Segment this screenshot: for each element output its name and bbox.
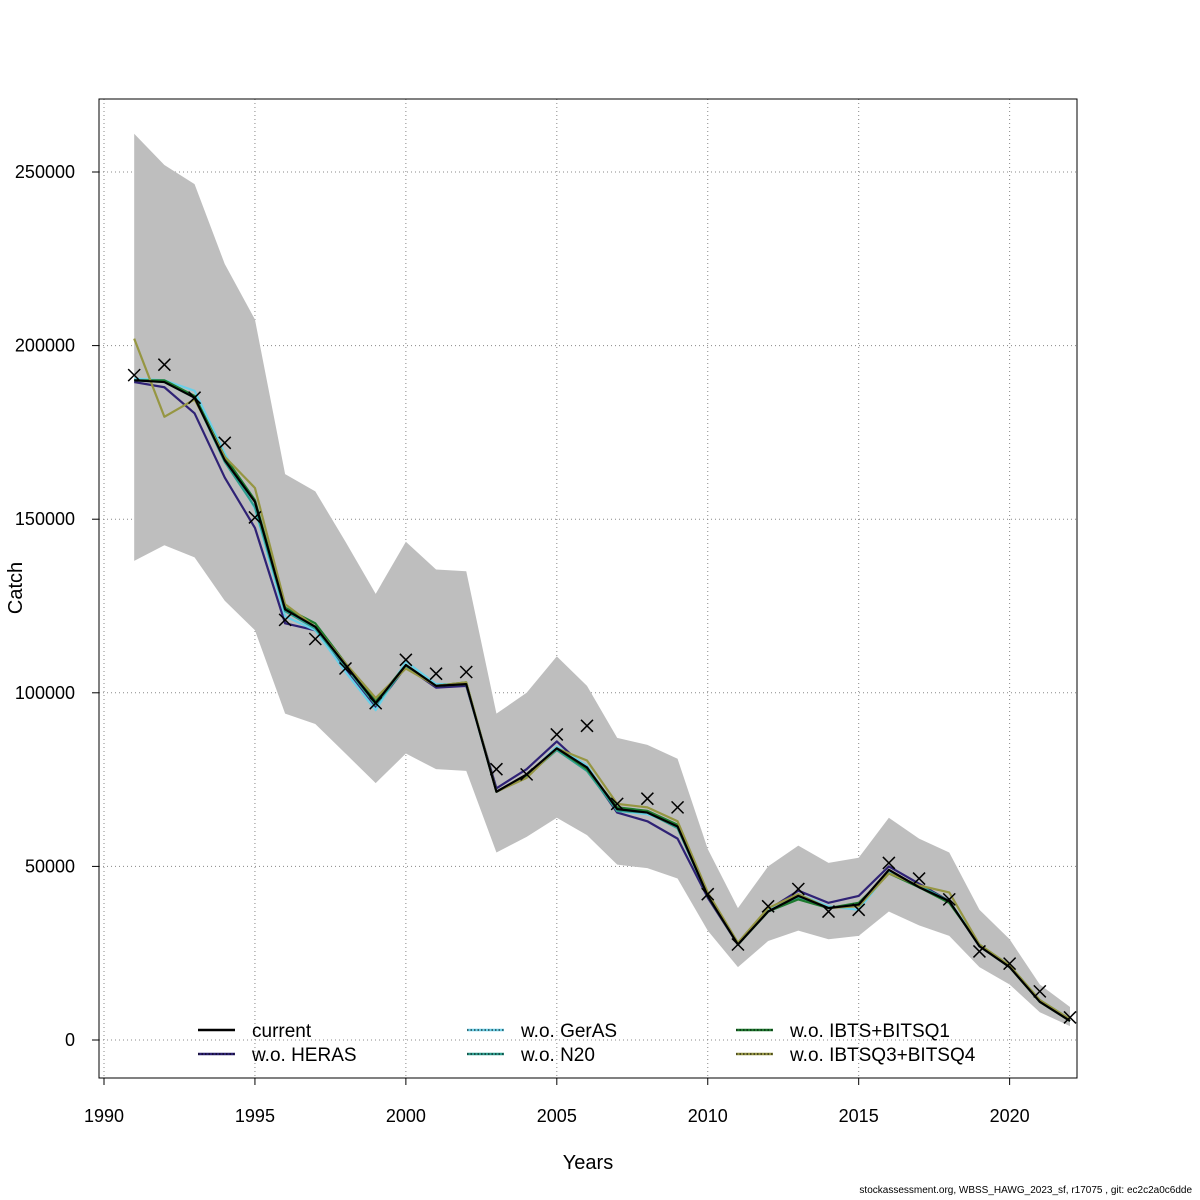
marker-stroke xyxy=(520,767,534,781)
marker-stroke xyxy=(882,856,896,870)
marker-stroke xyxy=(1063,1010,1077,1024)
marker-stroke xyxy=(369,696,383,710)
observed-markers-layer xyxy=(127,358,1077,1024)
marker-stroke xyxy=(308,632,322,646)
observed-marker xyxy=(610,797,624,811)
observed-marker xyxy=(459,665,473,679)
marker-stroke xyxy=(338,661,353,676)
marker-stroke xyxy=(821,905,836,919)
marker-stroke xyxy=(942,892,956,906)
observed-marker xyxy=(1033,984,1047,998)
marker-stroke xyxy=(218,436,232,450)
x-tick-label: 2005 xyxy=(537,1106,577,1126)
observed-marker xyxy=(701,887,715,901)
axes: 1990 1995 2000 2005 2010 2015 2020 0 50000 100000… xyxy=(15,162,1030,1126)
y-tick-label: 100000 xyxy=(15,683,75,703)
y-tick-label: 200000 xyxy=(15,336,75,356)
x-tick-label: 2015 xyxy=(839,1106,879,1126)
observed-marker xyxy=(127,368,141,382)
observed-marker xyxy=(942,892,956,906)
observed-marker xyxy=(912,872,926,886)
marker-stroke xyxy=(1033,984,1047,998)
legend: current w.o. HERAS w.o. GerAS w.o. N20 w.o. … xyxy=(198,1021,976,1066)
marker-stroke xyxy=(248,510,262,524)
observed-marker xyxy=(580,719,594,733)
observed-marker xyxy=(791,882,805,896)
legend-label: w.o. IBTSQ3+BITSQ4 xyxy=(789,1045,976,1066)
observed-marker xyxy=(852,903,866,917)
marker-stroke xyxy=(550,727,564,741)
legend-label: w.o. HERAS xyxy=(251,1045,357,1066)
x-tick-label: 1990 xyxy=(84,1106,124,1126)
legend-label: current xyxy=(252,1021,312,1042)
marker-stroke xyxy=(429,667,443,681)
y-tick-label: 150000 xyxy=(15,509,75,529)
footer-credit: stockassessment.org, WBSS_HAWG_2023_sf, … xyxy=(859,1185,1192,1196)
observed-marker xyxy=(640,792,654,806)
x-tick-label: 2020 xyxy=(990,1106,1030,1126)
x-axis-title: Years xyxy=(563,1152,613,1174)
observed-marker xyxy=(882,856,896,870)
marker-stroke xyxy=(489,762,503,776)
observed-marker xyxy=(550,727,564,741)
y-axis-title: Catch xyxy=(5,562,27,614)
y-tick-label: 250000 xyxy=(15,162,75,182)
y-tick-label: 0 xyxy=(65,1030,75,1050)
marker-stroke xyxy=(852,903,866,917)
observed-marker xyxy=(188,391,202,405)
observed-marker xyxy=(671,800,685,814)
marker-stroke xyxy=(188,391,202,405)
observed-marker xyxy=(338,661,353,676)
observed-marker xyxy=(731,937,745,952)
x-tick-label: 2010 xyxy=(688,1106,728,1126)
observed-marker xyxy=(972,944,986,958)
observed-marker xyxy=(821,905,836,919)
observed-marker xyxy=(1003,957,1017,971)
marker-stroke xyxy=(399,653,413,667)
legend-label: w.o. IBTS+BITSQ1 xyxy=(789,1021,950,1042)
marker-stroke xyxy=(1003,957,1017,971)
observed-marker xyxy=(489,762,503,776)
legend-label: w.o. N20 xyxy=(520,1045,595,1066)
marker-stroke xyxy=(278,613,292,627)
marker-stroke xyxy=(459,665,473,679)
observed-marker xyxy=(157,358,171,372)
observed-marker xyxy=(218,436,232,450)
observed-marker xyxy=(761,899,775,913)
marker-stroke xyxy=(731,937,745,952)
confidence-band-layer xyxy=(134,133,1070,1027)
marker-stroke xyxy=(610,797,624,811)
y-tick-label: 50000 xyxy=(25,856,75,876)
observed-marker xyxy=(520,767,534,781)
legend-label: w.o. GerAS xyxy=(520,1021,617,1042)
marker-stroke xyxy=(701,887,715,901)
confidence-band xyxy=(134,133,1070,1027)
observed-marker xyxy=(278,613,292,627)
marker-stroke xyxy=(791,882,805,896)
x-tick-label: 1995 xyxy=(235,1106,275,1126)
observed-marker xyxy=(308,632,322,646)
marker-stroke xyxy=(640,792,654,806)
marker-stroke xyxy=(972,944,986,958)
marker-stroke xyxy=(671,800,685,814)
observed-marker xyxy=(248,510,262,524)
marker-stroke xyxy=(912,872,926,886)
observed-marker xyxy=(1063,1010,1077,1024)
observed-marker xyxy=(429,667,443,681)
marker-stroke xyxy=(127,368,141,382)
marker-stroke xyxy=(761,899,775,913)
marker-stroke xyxy=(580,719,594,733)
marker-stroke xyxy=(157,358,171,372)
x-tick-label: 2000 xyxy=(386,1106,426,1126)
observed-marker xyxy=(369,696,383,710)
observed-marker xyxy=(399,653,413,667)
